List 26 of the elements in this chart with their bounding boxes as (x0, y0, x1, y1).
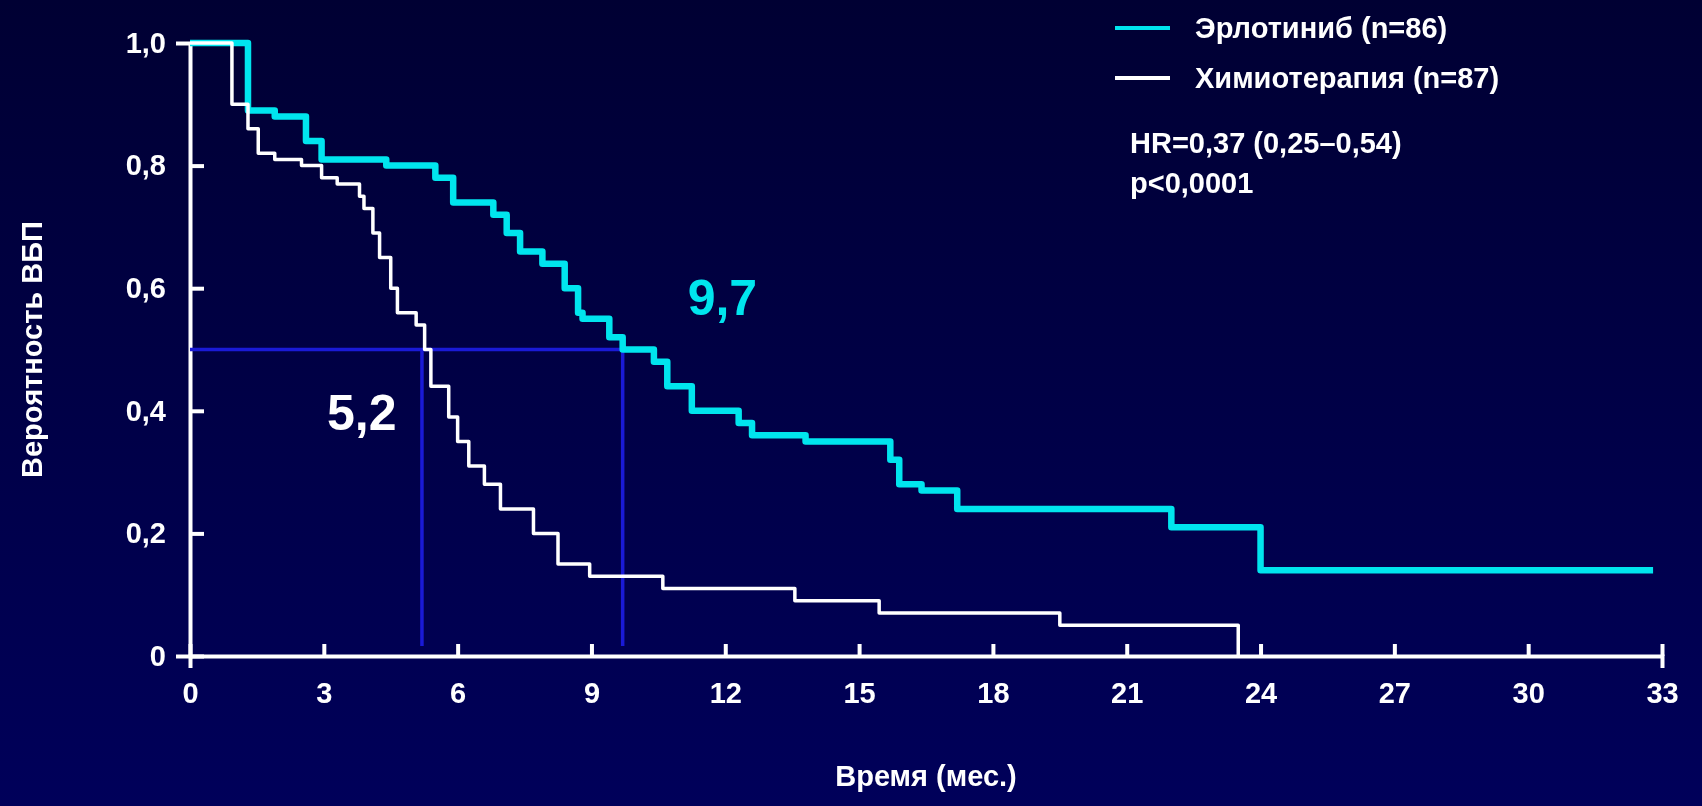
x-axis-title: Время (мес.) (835, 760, 1017, 792)
annotation: p<0,0001 (1130, 167, 1254, 199)
x-tick-label: 30 (1512, 676, 1545, 709)
x-tick-label: 12 (709, 676, 742, 709)
x-tick-label: 27 (1378, 676, 1411, 709)
y-tick-label: 0,4 (125, 394, 166, 427)
y-tick-label: 1,0 (125, 26, 166, 59)
x-tick-label: 6 (450, 676, 467, 709)
x-tick-label: 24 (1244, 676, 1278, 709)
x-tick-label: 21 (1111, 676, 1144, 709)
x-tick-label: 18 (977, 676, 1010, 709)
x-tick-label: 33 (1646, 676, 1679, 709)
x-tick-label: 0 (182, 676, 199, 709)
ref-line-label: 9,7 (687, 269, 758, 326)
annotation: HR=0,37 (0,25–0,54) (1130, 127, 1402, 159)
legend-label: Эрлотиниб (n=86) (1195, 12, 1448, 44)
ref-line-label: 5,2 (326, 384, 397, 441)
y-axis-title: Вероятность ВБП (16, 221, 48, 478)
legend-label: Химиотерапия (n=87) (1195, 62, 1500, 94)
y-tick-label: 0,6 (125, 271, 166, 304)
x-tick-label: 15 (843, 676, 876, 709)
y-tick-label: 0 (149, 639, 166, 672)
x-tick-label: 9 (583, 676, 601, 709)
x-tick-label: 3 (316, 676, 333, 709)
y-tick-label: 0,8 (125, 149, 166, 182)
y-tick-label: 0,2 (125, 517, 166, 550)
